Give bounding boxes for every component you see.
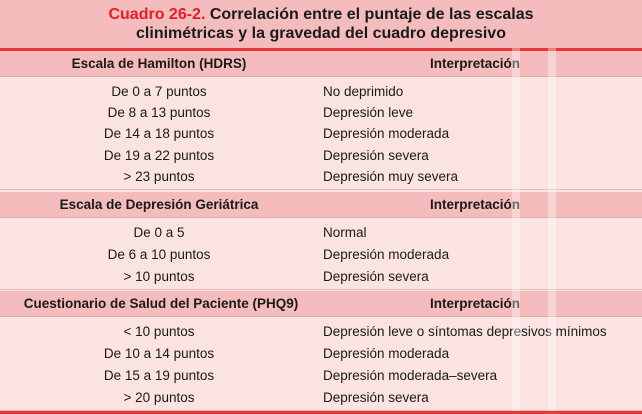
bottom-rule bbox=[0, 411, 642, 414]
score-cell: De 0 a 7 puntos bbox=[111, 84, 207, 99]
table-row: De 0 a 5 Normal bbox=[0, 222, 642, 243]
score-cell: > 10 puntos bbox=[123, 269, 195, 284]
title-line-2: clinimétricas y la gravedad del cuadro d… bbox=[136, 25, 506, 42]
section-body-geriatric bbox=[0, 218, 642, 290]
table-row: De 6 a 10 puntos Depresión moderada bbox=[0, 244, 642, 265]
table-row: De 19 a 22 puntos Depresión severa bbox=[0, 145, 642, 166]
table-row: De 0 a 7 puntos No deprimido bbox=[0, 81, 642, 102]
section-header-geriatric: Escala de Depresión Geriátrica Interpret… bbox=[0, 192, 642, 218]
table-row: < 10 puntos Depresión leve o síntomas de… bbox=[0, 321, 642, 342]
interpretation-cell: Depresión severa bbox=[323, 390, 429, 405]
table-row: De 10 a 14 puntos Depresión moderada bbox=[0, 343, 642, 364]
table-title: Cuadro 26-2. Correlación entre el puntaj… bbox=[0, 0, 642, 48]
interpretation-cell: Depresión moderada bbox=[323, 346, 450, 361]
interpretation-cell: Normal bbox=[323, 225, 367, 240]
table-row: > 20 puntos Depresión severa bbox=[0, 387, 642, 408]
interpretation-cell: No deprimido bbox=[323, 84, 404, 99]
score-cell: > 20 puntos bbox=[123, 390, 195, 405]
score-cell: < 10 puntos bbox=[123, 324, 195, 339]
score-cell: De 10 a 14 puntos bbox=[103, 346, 215, 361]
scan-stripe bbox=[548, 48, 556, 411]
section-header-left: Escala de Depresión Geriátrica bbox=[59, 197, 259, 212]
top-rule bbox=[0, 48, 642, 51]
section-header-left: Cuestionario de Salud del Paciente (PHQ9… bbox=[23, 296, 299, 311]
interpretation-cell: Depresión moderada bbox=[323, 247, 450, 262]
interpretation-cell: Depresión leve o síntomas depresivos mín… bbox=[323, 324, 607, 339]
score-cell: > 23 puntos bbox=[123, 169, 195, 184]
section-body-phq9 bbox=[0, 317, 642, 411]
interpretation-cell: Depresión moderada–severa bbox=[323, 368, 498, 383]
title-line-1-text: Correlación entre el puntaje de las esca… bbox=[205, 6, 534, 23]
section-header-hamilton: Escala de Hamilton (HDRS) Interpretación bbox=[0, 51, 642, 77]
score-cell: De 0 a 5 bbox=[133, 225, 185, 240]
section-header-right: Interpretación bbox=[429, 56, 521, 71]
score-cell: De 19 a 22 puntos bbox=[103, 148, 215, 163]
title-line-1: Cuadro 26-2. Correlación entre el puntaj… bbox=[0, 5, 642, 24]
interpretation-cell: Depresión severa bbox=[323, 269, 429, 284]
section-header-right: Interpretación bbox=[429, 296, 521, 311]
table-number: Cuadro 26-2. bbox=[108, 6, 206, 23]
scan-stripe bbox=[512, 48, 520, 411]
table-row: De 8 a 13 puntos Depresión leve bbox=[0, 102, 642, 123]
table-row: > 23 puntos Depresión muy severa bbox=[0, 166, 642, 187]
interpretation-cell: Depresión leve bbox=[323, 105, 414, 120]
section-body-hamilton bbox=[0, 77, 642, 190]
score-cell: De 8 a 13 puntos bbox=[107, 105, 211, 120]
table-row: De 15 a 19 puntos Depresión moderada–sev… bbox=[0, 365, 642, 386]
section-header-right: Interpretación bbox=[429, 197, 521, 212]
interpretation-cell: Depresión severa bbox=[323, 148, 429, 163]
section-header-left: Escala de Hamilton (HDRS) bbox=[71, 56, 247, 71]
score-cell: De 15 a 19 puntos bbox=[103, 368, 215, 383]
section-header-phq9: Cuestionario de Salud del Paciente (PHQ9… bbox=[0, 291, 642, 317]
table-row: De 14 a 18 puntos Depresión moderada bbox=[0, 123, 642, 144]
interpretation-cell: Depresión muy severa bbox=[323, 169, 459, 184]
table-row: > 10 puntos Depresión severa bbox=[0, 266, 642, 287]
score-cell: De 14 a 18 puntos bbox=[103, 126, 215, 141]
interpretation-cell: Depresión moderada bbox=[323, 126, 450, 141]
score-cell: De 6 a 10 puntos bbox=[107, 247, 211, 262]
